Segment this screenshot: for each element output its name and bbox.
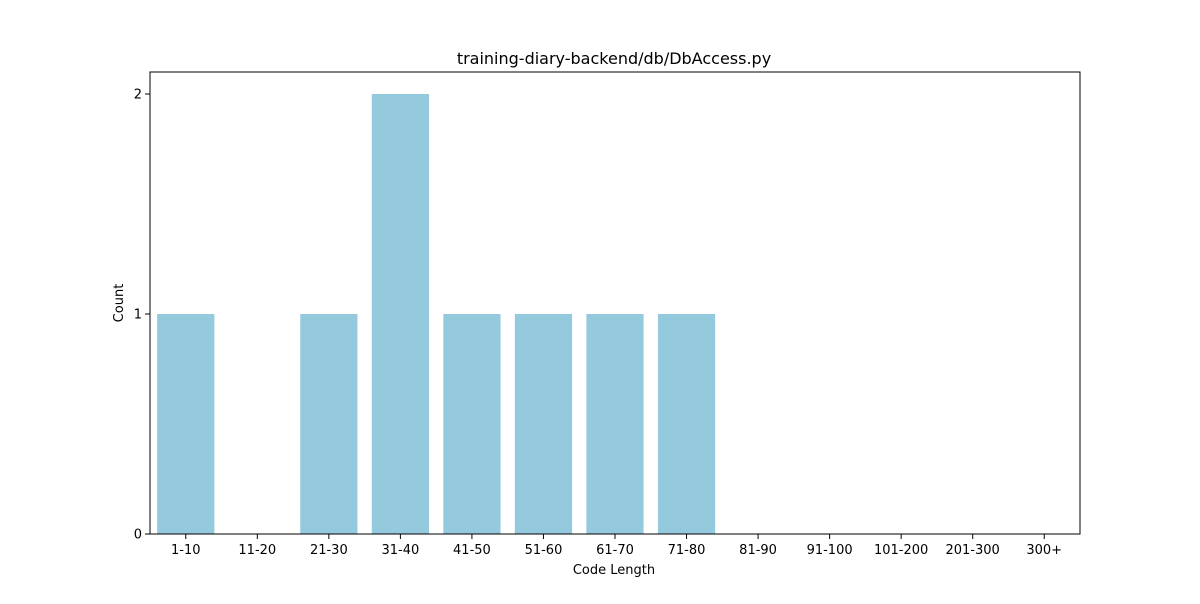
bar-41-50 [443, 314, 501, 534]
x-tick-label: 11-20 [238, 543, 276, 558]
x-tick-label: 31-40 [381, 543, 419, 558]
y-tick-label: 2 [134, 88, 142, 103]
y-axis-ticks: 0 1 2 [134, 88, 150, 543]
x-tick-label: 21-30 [310, 543, 348, 558]
bar-1-10 [157, 314, 215, 534]
x-tick-label: 201-300 [946, 543, 1000, 558]
bar-31-40 [371, 94, 429, 534]
x-tick-label: 51-60 [525, 543, 563, 558]
chart-title: training-diary-backend/db/DbAccess.py [457, 49, 771, 68]
x-tick-label: 300+ [1026, 543, 1062, 558]
bar-61-70 [586, 314, 644, 534]
bar-51-60 [514, 314, 573, 534]
y-tick-label: 0 [134, 528, 142, 543]
bar-71-80 [657, 314, 716, 534]
bars-group [157, 94, 716, 534]
x-axis-ticks: 1-10 11-20 21-30 31-40 41-50 51-60 61-70 71-80 8… [171, 534, 1062, 558]
x-tick-label: 81-90 [739, 543, 777, 558]
x-axis-label: Code Length [573, 563, 655, 578]
x-tick-label: 71-80 [668, 543, 706, 558]
plot-frame [149, 71, 1081, 535]
bar-21-30 [300, 314, 358, 534]
x-tick-label: 41-50 [453, 543, 491, 558]
x-tick-label: 91-100 [807, 543, 853, 558]
y-tick-label: 1 [134, 308, 142, 323]
y-axis-label: Count [112, 284, 127, 323]
x-tick-label: 61-70 [596, 543, 634, 558]
x-tick-label: 101-200 [874, 543, 928, 558]
x-tick-label: 1-10 [171, 543, 201, 558]
